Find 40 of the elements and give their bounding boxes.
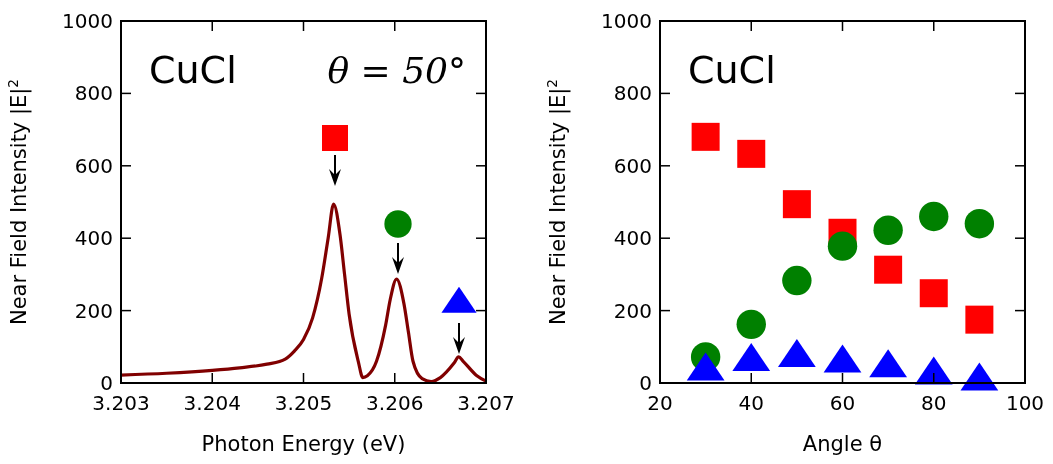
x-tick-label: 80 xyxy=(921,391,947,415)
y-tick-label: 400 xyxy=(74,226,113,251)
point xyxy=(777,339,816,368)
point xyxy=(823,344,862,373)
y-tick-label: 200 xyxy=(74,298,113,323)
y-tick-label: 200 xyxy=(613,298,652,323)
point xyxy=(873,215,903,245)
y-tick-label: 600 xyxy=(74,153,113,178)
x-tick-label: 3.205 xyxy=(274,391,333,415)
point xyxy=(686,352,725,381)
x-tick-label: 100 xyxy=(1005,391,1045,415)
x-axis-title: Angle θ xyxy=(802,432,883,456)
y-tick-label: 800 xyxy=(74,81,113,106)
y-tick-label: 1000 xyxy=(601,9,652,33)
annotation: CuCl xyxy=(149,48,237,92)
x-tick-label: 60 xyxy=(829,391,856,415)
point xyxy=(737,139,766,168)
point xyxy=(732,343,771,372)
point xyxy=(874,255,903,284)
x-tick-label: 3.204 xyxy=(183,391,241,415)
line-series xyxy=(119,202,488,384)
y-tick-label: 600 xyxy=(613,153,652,178)
x-axis-title: Photon Energy (eV) xyxy=(201,432,406,456)
point xyxy=(827,231,858,261)
y-tick-label: 400 xyxy=(613,226,652,251)
point xyxy=(965,305,994,334)
point xyxy=(960,362,999,391)
y-tick-label: 800 xyxy=(613,81,652,106)
point xyxy=(919,279,948,308)
point xyxy=(782,265,812,296)
point xyxy=(782,190,811,219)
x-tick-label: 3.206 xyxy=(366,391,424,415)
annotation: CuCl xyxy=(688,48,776,92)
point xyxy=(919,201,949,232)
annotation: θ = 50° xyxy=(327,50,466,91)
point xyxy=(964,209,995,239)
y-tick-label: 1000 xyxy=(62,9,113,33)
x-tick-label: 3.207 xyxy=(457,391,515,415)
point xyxy=(869,349,908,378)
x-tick-label: 40 xyxy=(738,391,764,415)
